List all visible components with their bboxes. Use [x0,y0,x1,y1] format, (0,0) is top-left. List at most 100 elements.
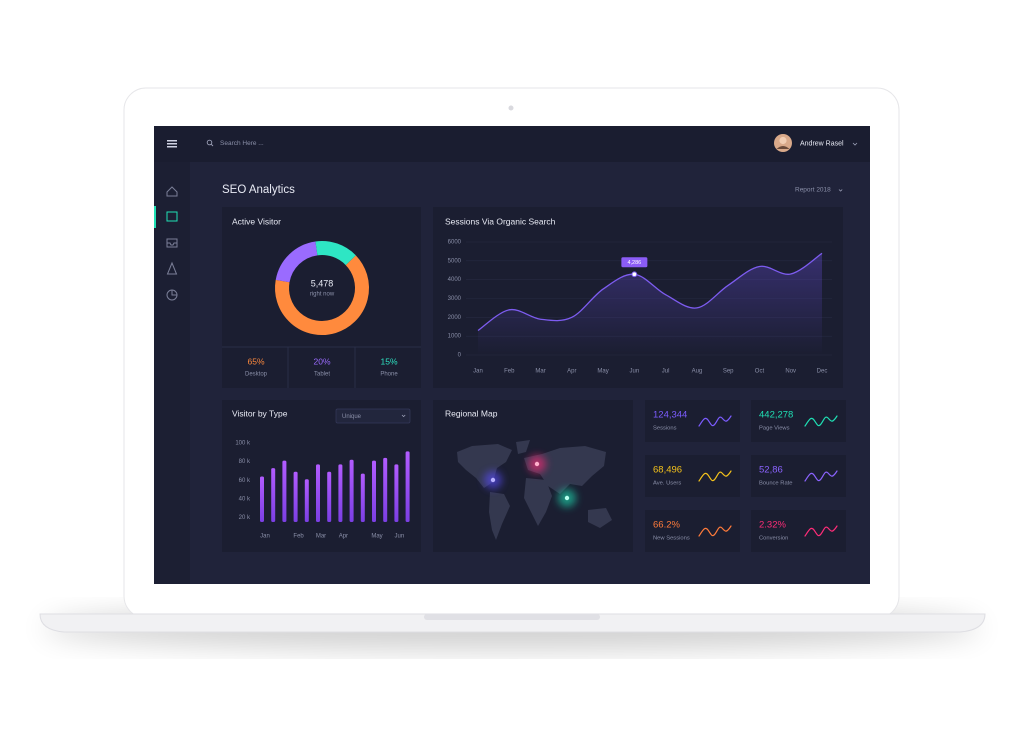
menu-button[interactable] [167,140,177,148]
tooltip-box [621,257,648,268]
kpi-card [751,400,846,442]
bar [271,468,276,522]
y-tick-label: 3000 [448,296,462,302]
type-dropdown[interactable]: Unique [335,408,411,424]
card-title: Sessions Via Organic Search [445,216,556,226]
kpi-card [645,400,740,442]
user-menu[interactable]: Andrew Rasel [774,134,858,152]
dropdown-box [335,408,411,424]
search-placeholder: Search Here ... [220,140,264,147]
donut-center-label: right now [310,292,335,298]
nav-dashboard[interactable] [166,211,178,222]
y-tick-label: 40 k [239,496,251,502]
stat-label: Phone [380,372,398,378]
stat-label: Desktop [245,372,268,378]
x-tick-label: Apr [567,369,576,375]
avatar [779,136,787,145]
y-tick-label: 80 k [239,459,251,465]
dropdown-value: Unique [342,414,362,420]
x-tick-label: Apr [339,534,348,540]
nav-home[interactable] [166,186,178,197]
x-tick-label: Jan [260,534,270,540]
sidebar [154,162,190,584]
y-tick-label: 20 k [239,515,251,521]
x-tick-label: Oct [755,369,765,375]
x-tick-label: Feb [293,534,304,540]
stat-value: 20% [313,356,330,366]
user-name: Andrew Rasel [800,140,844,147]
kpi-value: 52,86 [759,465,783,476]
x-tick-label: Nov [785,369,796,375]
y-tick-label: 2000 [448,315,462,321]
nav-alerts[interactable] [166,261,178,275]
camera [508,105,514,111]
caret [401,414,406,418]
donut-segment [275,255,369,335]
y-tick-label: 6000 [448,240,462,246]
marker[interactable] [534,461,540,467]
bar [282,460,287,522]
x-tick-label: Jun [630,369,640,375]
x-tick-label: May [371,534,382,540]
page-title: SEO Analytics [222,184,295,196]
kpi-label: Page Views [759,426,790,432]
card-visitor-type [222,400,421,552]
y-tick-label: 1000 [448,334,462,340]
base-notch [424,614,600,620]
kpi-card [645,455,740,497]
kpi-value: 68,496 [653,465,682,476]
bar [260,476,264,522]
top-bar [154,126,870,162]
x-tick-label: Mar [535,369,545,375]
y-tick-label: 60 k [239,478,251,484]
stat-value: 15% [380,356,397,366]
marker[interactable] [490,477,496,483]
marker[interactable] [564,495,570,501]
line-series [477,252,823,332]
bar [405,451,410,522]
bar [327,471,332,522]
card-title: Regional Map [445,408,498,418]
kpi-card [751,455,846,497]
x-tick-label: Feb [504,369,515,375]
report-selector-label: Report 2018 [795,187,831,194]
sparkline [804,415,838,427]
kpi-value: 66.2% [653,520,680,531]
card-active-visitor [222,207,421,388]
bar [293,471,298,522]
caret [838,189,843,192]
tooltip-text: 4,286 [627,260,641,266]
continent [457,444,512,488]
x-tick-label: Mar [316,534,326,540]
nav-inbox[interactable] [166,238,178,248]
card-regional-map [433,400,633,552]
x-tick-label: Jan [473,369,483,375]
caret [852,142,858,146]
sparkline [804,525,838,537]
highlight-point [631,271,638,278]
kpi-value: 124,344 [653,410,687,421]
kpi-card [751,510,846,552]
bar [338,464,343,522]
sparkline [698,470,732,482]
bar [349,459,354,522]
menu-line [167,140,177,142]
donut-segment [275,241,318,283]
laptop-base [39,613,986,633]
y-tick-label: 4000 [448,277,462,283]
search-box[interactable]: Search Here ... [206,139,264,147]
report-selector[interactable]: Report 2018 [795,187,843,194]
stat-label: Tablet [314,372,330,378]
bar [372,460,376,522]
sparkline [698,415,732,427]
world-map [457,440,612,540]
search-icon [210,143,214,147]
continent [516,440,530,454]
continent [524,478,552,526]
kpi-value: 2.32% [759,520,786,531]
line-area [478,253,822,355]
card-title: Active Visitor [232,216,281,226]
kpi-value: 442,278 [759,410,793,421]
bar [360,473,365,522]
x-tick-label: Jun [395,534,405,540]
